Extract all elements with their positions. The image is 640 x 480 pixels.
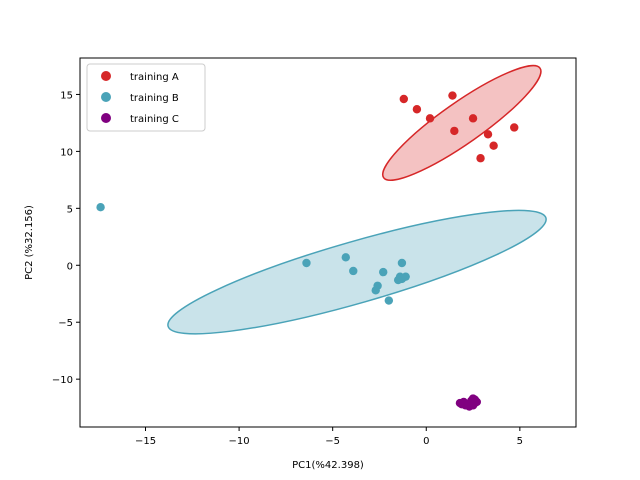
point-training-c-8 xyxy=(457,400,467,409)
x-tick-label: −15 xyxy=(135,436,156,447)
y-tick-label: 0 xyxy=(67,261,73,272)
legend-box xyxy=(86,63,206,132)
x-tick-label: −10 xyxy=(229,436,250,447)
y-tick-label: 10 xyxy=(60,147,73,158)
x-axis-label: PC1(%42.398) xyxy=(292,460,364,471)
data-points xyxy=(96,91,519,411)
point-training-b-4 xyxy=(379,267,388,277)
x-tick-label: 5 xyxy=(517,436,523,447)
point-training-b-5 xyxy=(397,258,407,268)
y-tick-label: 15 xyxy=(60,90,73,101)
point-training-a-6 xyxy=(483,130,493,139)
point-training-b-11 xyxy=(371,286,380,295)
y-axis-label: PC2 (%32.156) xyxy=(24,205,35,280)
point-training-b-1 xyxy=(302,258,311,268)
legend: training A training B training C xyxy=(86,63,206,132)
point-training-b-3 xyxy=(349,266,358,276)
point-training-a-8 xyxy=(476,154,485,163)
point-training-a-9 xyxy=(510,123,519,132)
legend-marker-training-a xyxy=(101,71,111,81)
y-tick-label: 5 xyxy=(67,204,73,215)
x-axis: −15 −10 −5 0 5 xyxy=(135,427,523,447)
point-training-a-3 xyxy=(448,91,457,100)
point-training-a-1 xyxy=(412,105,422,114)
legend-entry-training-c: training C xyxy=(101,113,179,125)
legend-entry-training-b: training B xyxy=(101,92,179,104)
point-training-a-7 xyxy=(489,141,498,150)
point-training-b-12 xyxy=(384,296,394,305)
legend-entry-training-a: training A xyxy=(101,71,179,83)
point-training-b-2 xyxy=(341,253,350,262)
point-training-a-0 xyxy=(399,94,409,104)
plot-frame xyxy=(79,57,577,428)
legend-marker-training-c xyxy=(101,113,111,123)
x-tick-label: −5 xyxy=(325,436,340,447)
legend-label-training-a: training A xyxy=(130,72,179,83)
y-axis: −10 −5 0 5 10 15 xyxy=(52,90,80,386)
point-training-a-2 xyxy=(425,114,435,123)
ellipse-training-a xyxy=(382,64,542,181)
point-training-b-9 xyxy=(393,275,403,285)
legend-label-training-c: training C xyxy=(130,114,179,125)
legend-marker-training-b xyxy=(101,92,111,102)
y-tick-label: −5 xyxy=(58,318,73,329)
point-training-b-0 xyxy=(96,202,105,212)
point-training-a-4 xyxy=(450,126,459,136)
point-training-c-11 xyxy=(468,394,478,403)
y-tick-label: −10 xyxy=(52,375,73,386)
point-training-a-5 xyxy=(468,114,478,123)
x-tick-label: 0 xyxy=(423,436,429,447)
legend-label-training-b: training B xyxy=(130,93,179,104)
